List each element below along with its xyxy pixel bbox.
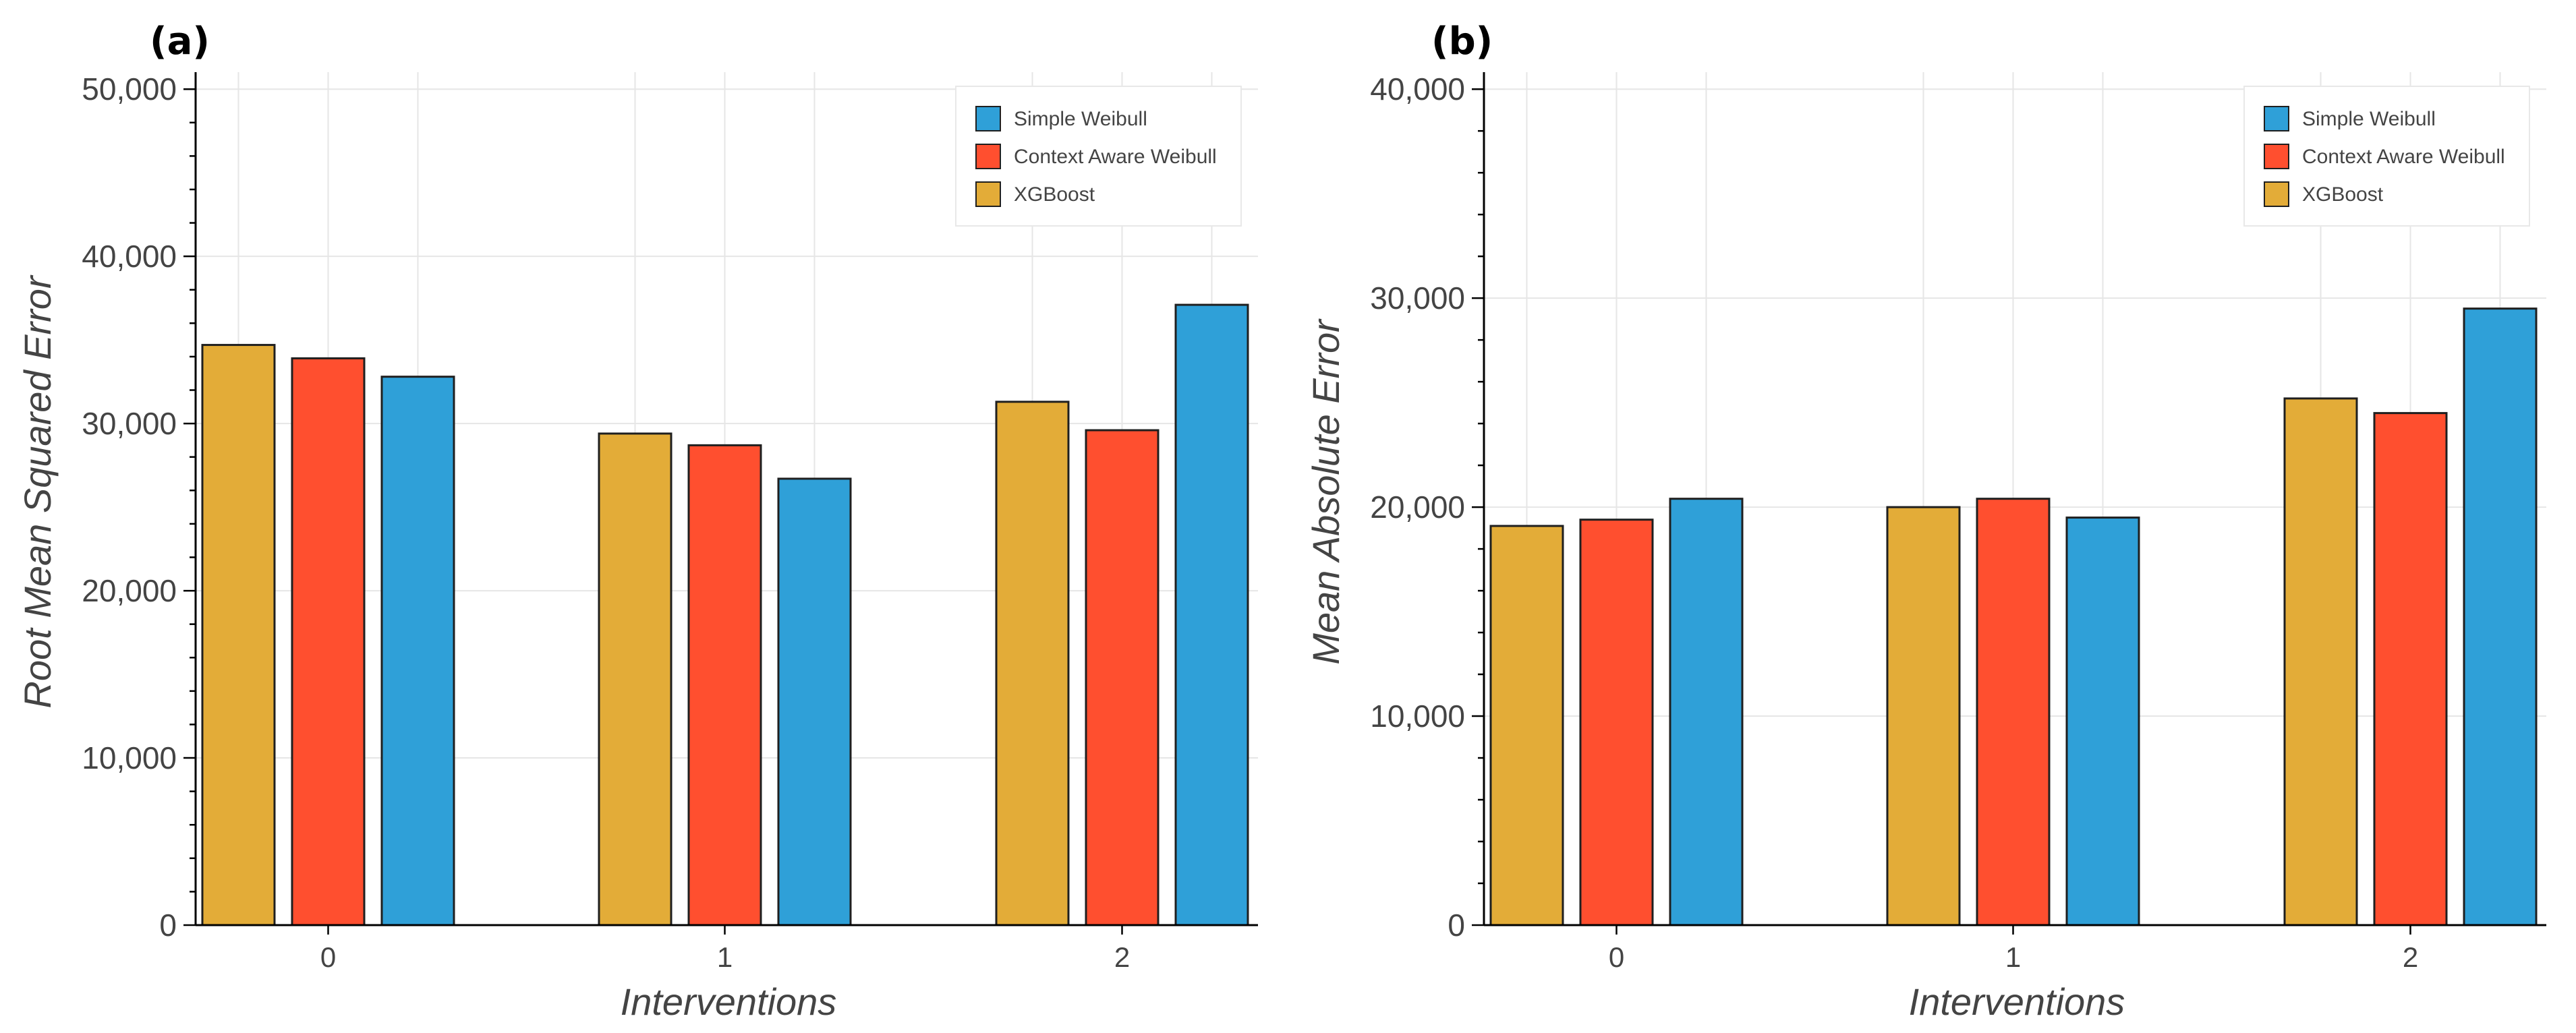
y-tick-label: 0 [159,908,177,943]
y-tick-label: 30,000 [82,406,177,441]
bars-a [201,303,1249,926]
y-tick-label: 20,000 [1370,490,1465,525]
chart-b-svg: (b) Mean Absolute Error Interventions 0 1… [1305,20,2546,1023]
legend-label-xgboost: XGBoost [1014,183,1095,206]
bar-context-aware-weibull-0 [291,357,366,926]
y-tick-label: 0 [1448,908,1465,943]
legend-label-simple-weibull: Simple Weibull [2302,108,2436,130]
legend-box [955,86,1242,227]
bar-xgboost-0 [201,344,276,926]
bars-b [1489,307,2538,926]
y-tick-label: 50,000 [82,71,177,107]
legend-swatch-xgboost [975,181,1001,207]
legend-label-context-aware-weibull: Context Aware Weibull [2302,146,2505,168]
chart-panel-a: (a) Root Mean Squared Error Intervention… [16,20,1258,1023]
y-axis-title-a: Root Mean Squared Error [16,274,59,709]
legend-swatch-context-aware-weibull [975,144,1001,169]
bar-simple-weibull-2 [2463,307,2538,926]
bar-simple-weibull-0 [380,376,455,926]
x-tick-label: 1 [2005,941,2021,973]
bar-context-aware-weibull-1 [687,444,762,926]
legend-swatch-simple-weibull [975,106,1001,131]
x-tick-label: 0 [1609,941,1624,973]
legend-b: Simple Weibull Context Aware Weibull XGBoo… [2243,86,2530,227]
panel-label-b: (b) [1431,20,1493,63]
chart-a-svg: (a) Root Mean Squared Error Intervention… [16,20,1258,1023]
legend-swatch-xgboost [2264,181,2289,207]
x-axis-title-a: Interventions [621,980,837,1023]
bar-xgboost-2 [2283,397,2358,926]
axes-b: 0 10,000 20,000 30,000 40,000 0 1 2 [1370,71,2546,973]
legend-label-simple-weibull: Simple Weibull [1014,108,1147,130]
legend-label-context-aware-weibull: Context Aware Weibull [1014,146,1217,168]
chart-panel-b: (b) Mean Absolute Error Interventions 0 1… [1288,0,2576,1033]
bar-xgboost-1 [598,432,672,926]
legend-box [2243,86,2530,227]
y-tick-label: 40,000 [1370,71,1465,107]
y-tick-label: 40,000 [82,239,177,274]
axes-a: 0 10,000 20,000 30,000 40,000 50,000 0 1 2 [82,71,1258,973]
bar-context-aware-weibull-2 [1085,429,1160,926]
bar-xgboost-0 [1489,525,1564,926]
y-tick-label: 20,000 [82,573,177,608]
legend-label-xgboost: XGBoost [2302,183,2384,206]
y-axis-title-b: Mean Absolute Error [1305,318,1347,665]
bar-simple-weibull-1 [2065,516,2140,926]
legend-swatch-simple-weibull [2264,106,2289,131]
bar-xgboost-1 [1886,506,1961,926]
bar-simple-weibull-1 [777,477,852,926]
y-tick-label: 30,000 [1370,281,1465,316]
x-tick-label: 1 [717,941,733,973]
x-tick-label: 0 [320,941,336,973]
x-axis-title-b: Interventions [1909,980,2125,1023]
y-tick-label: 10,000 [82,740,177,775]
bar-context-aware-weibull-1 [1976,498,2051,926]
bar-context-aware-weibull-0 [1579,519,1654,926]
legend-swatch-context-aware-weibull [2264,144,2289,169]
bar-xgboost-2 [995,401,1070,926]
bar-simple-weibull-0 [1669,498,1744,926]
panel-label-a: (a) [150,20,210,63]
x-tick-label: 2 [1114,941,1130,973]
bar-simple-weibull-2 [1174,303,1249,926]
y-tick-label: 10,000 [1370,699,1465,734]
legend-a: Simple Weibull Context Aware Weibull XGBoo… [955,86,1242,227]
x-tick-label: 2 [2403,941,2418,973]
bar-context-aware-weibull-2 [2373,412,2448,926]
